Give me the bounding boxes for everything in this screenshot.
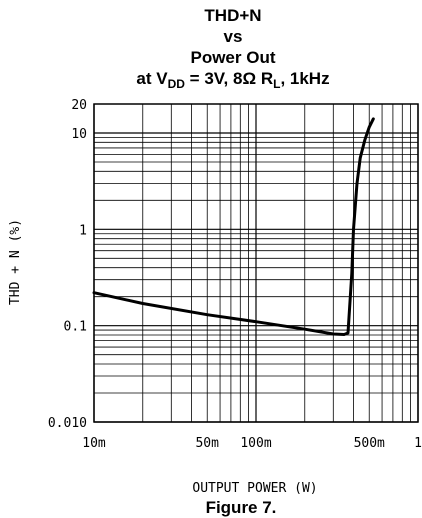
chart-title-line-2: vs — [224, 27, 243, 46]
y-tick-label: 0.010 — [48, 416, 87, 431]
title-line-4-middle: = 3V, 8Ω R — [185, 69, 273, 88]
title-line-4-subscript-dd: DD — [168, 77, 186, 91]
title-line-4-prefix: at V — [136, 69, 168, 88]
y-tick-label: 1 — [79, 223, 87, 238]
chart-title-line-1: THD+N — [204, 6, 261, 25]
thd-n-series-line — [92, 117, 375, 336]
figure-caption: Figure 7. — [206, 498, 277, 517]
axis-tick-labels: 10m 50m 100m 500m 1 0.010 0.1 1 10 20 — [48, 98, 422, 451]
y-tick-label: 0.1 — [64, 320, 87, 335]
y-tick-label: 20 — [71, 98, 87, 113]
x-axis-label: OUTPUT POWER (W) — [192, 481, 317, 496]
y-axis-label: THD + N (%) — [8, 219, 23, 305]
y-tick-label: 10 — [71, 127, 87, 142]
title-line-4-suffix: , 1kHz — [280, 69, 329, 88]
x-tick-label: 100m — [240, 436, 271, 451]
x-tick-label: 1 — [414, 436, 422, 451]
chart-grid — [93, 103, 419, 423]
x-tick-label: 50m — [195, 436, 219, 451]
chart-title-line-3: Power Out — [190, 48, 275, 67]
series-layer — [92, 117, 375, 336]
title-line-4-subscript-l: L — [273, 77, 280, 91]
x-tick-label: 500m — [354, 436, 385, 451]
chart-title-line-4: at VDD = 3V, 8Ω RL, 1kHz — [136, 69, 329, 91]
x-tick-label: 10m — [82, 436, 106, 451]
plot-area-frame — [93, 103, 419, 423]
